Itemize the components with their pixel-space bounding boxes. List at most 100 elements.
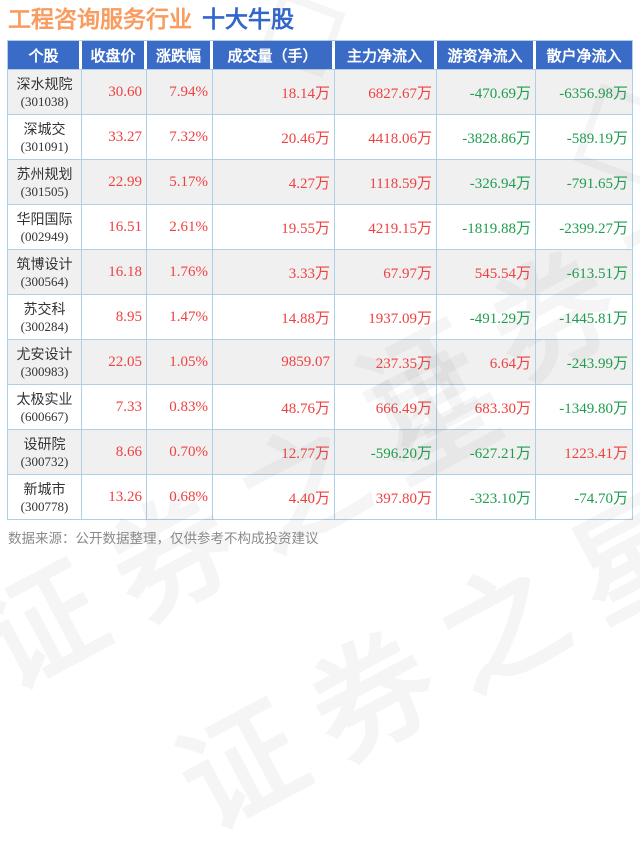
table-row: 苏交科 (300284) 8.95 1.47% 14.88万 1937.09万 … (8, 294, 632, 339)
table-row: 筑博设计 (300564) 16.18 1.76% 3.33万 67.97万 5… (8, 249, 632, 294)
volume-cell: 19.55万 (213, 205, 335, 249)
stock-cell: 苏交科 (300284) (8, 295, 82, 339)
stock-cell: 筑博设计 (300564) (8, 250, 82, 294)
change-percent-cell: 1.47% (147, 295, 213, 339)
hot-money-inflow-cell: -326.94万 (437, 160, 536, 204)
stock-code: (002949) (20, 228, 69, 244)
main-inflow-cell: -596.20万 (335, 430, 437, 474)
table-row: 设研院 (300732) 8.66 0.70% 12.77万 -596.20万 … (8, 429, 632, 474)
close-price-cell: 8.95 (82, 295, 147, 339)
stock-name: 深城交 (23, 120, 66, 137)
close-price-cell: 13.26 (82, 475, 147, 519)
table-body: 深水规院 (301038) 30.60 7.94% 18.14万 6827.67… (8, 69, 632, 519)
table-row: 深水规院 (301038) 30.60 7.94% 18.14万 6827.67… (8, 69, 632, 114)
stock-name: 新城市 (23, 480, 66, 497)
column-header-main-inflow: 主力净流入 (335, 41, 437, 69)
change-percent-cell: 1.05% (147, 340, 213, 384)
main-inflow-cell: 67.97万 (335, 250, 437, 294)
stock-cell: 尤安设计 (300983) (8, 340, 82, 384)
title-topic: 十大牛股 (202, 6, 294, 32)
column-header-volume: 成交量（手） (213, 41, 335, 69)
main-inflow-cell: 6827.67万 (335, 70, 437, 114)
volume-cell: 9859.07 (213, 340, 335, 384)
stock-cell: 华阳国际 (002949) (8, 205, 82, 249)
page-title: 工程咨询服务行业 十大牛股 (8, 5, 294, 33)
stock-cell: 苏州规划 (301505) (8, 160, 82, 204)
hot-money-inflow-cell: -470.69万 (437, 70, 536, 114)
stock-code: (300732) (20, 453, 69, 469)
stock-code: (300564) (20, 273, 69, 289)
retail-inflow-cell: -6356.98万 (559, 85, 628, 102)
stock-name: 苏州规划 (16, 165, 73, 182)
hot-money-inflow-cell: -491.29万 (437, 295, 536, 339)
column-header-close-price: 收盘价 (82, 41, 147, 69)
hot-money-inflow-cell: -323.10万 (437, 475, 536, 519)
retail-inflow-cell: -74.70万 (574, 490, 628, 507)
main-inflow-cell: 4219.15万 (335, 205, 437, 249)
stock-code: (300778) (20, 498, 69, 514)
main-inflow-cell: 666.49万 (335, 385, 437, 429)
hot-money-inflow-cell: 683.30万 (437, 385, 536, 429)
close-price-cell: 22.99 (82, 160, 147, 204)
close-price-cell: 16.18 (82, 250, 147, 294)
change-percent-cell: 7.32% (147, 115, 213, 159)
retail-inflow-cell: -1349.80万 (559, 400, 628, 417)
stock-code: (300284) (20, 318, 69, 334)
stock-code: (300983) (20, 363, 69, 379)
data-source-note: 数据来源：公开数据整理，仅供参考不构成投资建议 (8, 531, 319, 546)
table-row: 新城市 (300778) 13.26 0.68% 4.40万 397.80万 -… (8, 474, 632, 519)
retail-inflow-cell: -589.19万 (566, 130, 628, 147)
stock-cell: 深城交 (301091) (8, 115, 82, 159)
table-row: 尤安设计 (300983) 22.05 1.05% 9859.07 237.35… (8, 339, 632, 384)
volume-cell: 20.46万 (213, 115, 335, 159)
stock-name: 筑博设计 (16, 255, 73, 272)
stock-code: (301038) (20, 93, 69, 109)
column-header-stock: 个股 (8, 41, 82, 69)
industry-name: 工程咨询服务行业 (8, 6, 192, 32)
close-price-cell: 7.33 (82, 385, 147, 429)
close-price-cell: 8.66 (82, 430, 147, 474)
change-percent-cell: 0.68% (147, 475, 213, 519)
volume-cell: 14.88万 (213, 295, 335, 339)
main-inflow-cell: 397.80万 (335, 475, 437, 519)
stock-code: (301505) (20, 183, 69, 199)
change-percent-cell: 7.94% (147, 70, 213, 114)
stock-code: (600667) (20, 408, 69, 424)
hot-money-inflow-cell: -627.21万 (437, 430, 536, 474)
retail-inflow-cell: -1445.81万 (559, 310, 628, 327)
stock-name: 太极实业 (16, 390, 73, 407)
stock-table: 个股 收盘价 涨跌幅 成交量（手） 主力净流入 游资净流入 散户净流入 深水规院… (7, 40, 633, 520)
retail-inflow-cell: -243.99万 (566, 355, 628, 372)
column-header-change-pct: 涨跌幅 (147, 41, 213, 69)
change-percent-cell: 0.70% (147, 430, 213, 474)
volume-cell: 48.76万 (213, 385, 335, 429)
retail-inflow-cell: -613.51万 (566, 265, 628, 282)
close-price-cell: 30.60 (82, 70, 147, 114)
main-inflow-cell: 4418.06万 (335, 115, 437, 159)
volume-cell: 12.77万 (213, 430, 335, 474)
hot-money-inflow-cell: 545.54万 (437, 250, 536, 294)
column-header-hot-money: 游资净流入 (437, 41, 536, 69)
change-percent-cell: 5.17% (147, 160, 213, 204)
retail-inflow-cell: -791.65万 (566, 175, 628, 192)
table-row: 苏州规划 (301505) 22.99 5.17% 4.27万 1118.59万… (8, 159, 632, 204)
stock-name: 尤安设计 (16, 345, 73, 362)
change-percent-cell: 0.83% (147, 385, 213, 429)
stock-name: 苏交科 (23, 300, 66, 317)
stock-cell: 深水规院 (301038) (8, 70, 82, 114)
close-price-cell: 22.05 (82, 340, 147, 384)
stock-cell: 设研院 (300732) (8, 430, 82, 474)
volume-cell: 18.14万 (213, 70, 335, 114)
close-price-cell: 16.51 (82, 205, 147, 249)
stock-name: 深水规院 (16, 75, 73, 92)
stock-cell: 新城市 (300778) (8, 475, 82, 519)
main-inflow-cell: 1937.09万 (335, 295, 437, 339)
change-percent-cell: 2.61% (147, 205, 213, 249)
volume-cell: 3.33万 (213, 250, 335, 294)
table-header-row: 个股 收盘价 涨跌幅 成交量（手） 主力净流入 游资净流入 散户净流入 (8, 41, 632, 69)
main-inflow-cell: 237.35万 (335, 340, 437, 384)
volume-cell: 4.40万 (213, 475, 335, 519)
table-row: 华阳国际 (002949) 16.51 2.61% 19.55万 4219.15… (8, 204, 632, 249)
change-percent-cell: 1.76% (147, 250, 213, 294)
stock-name: 华阳国际 (16, 210, 73, 227)
